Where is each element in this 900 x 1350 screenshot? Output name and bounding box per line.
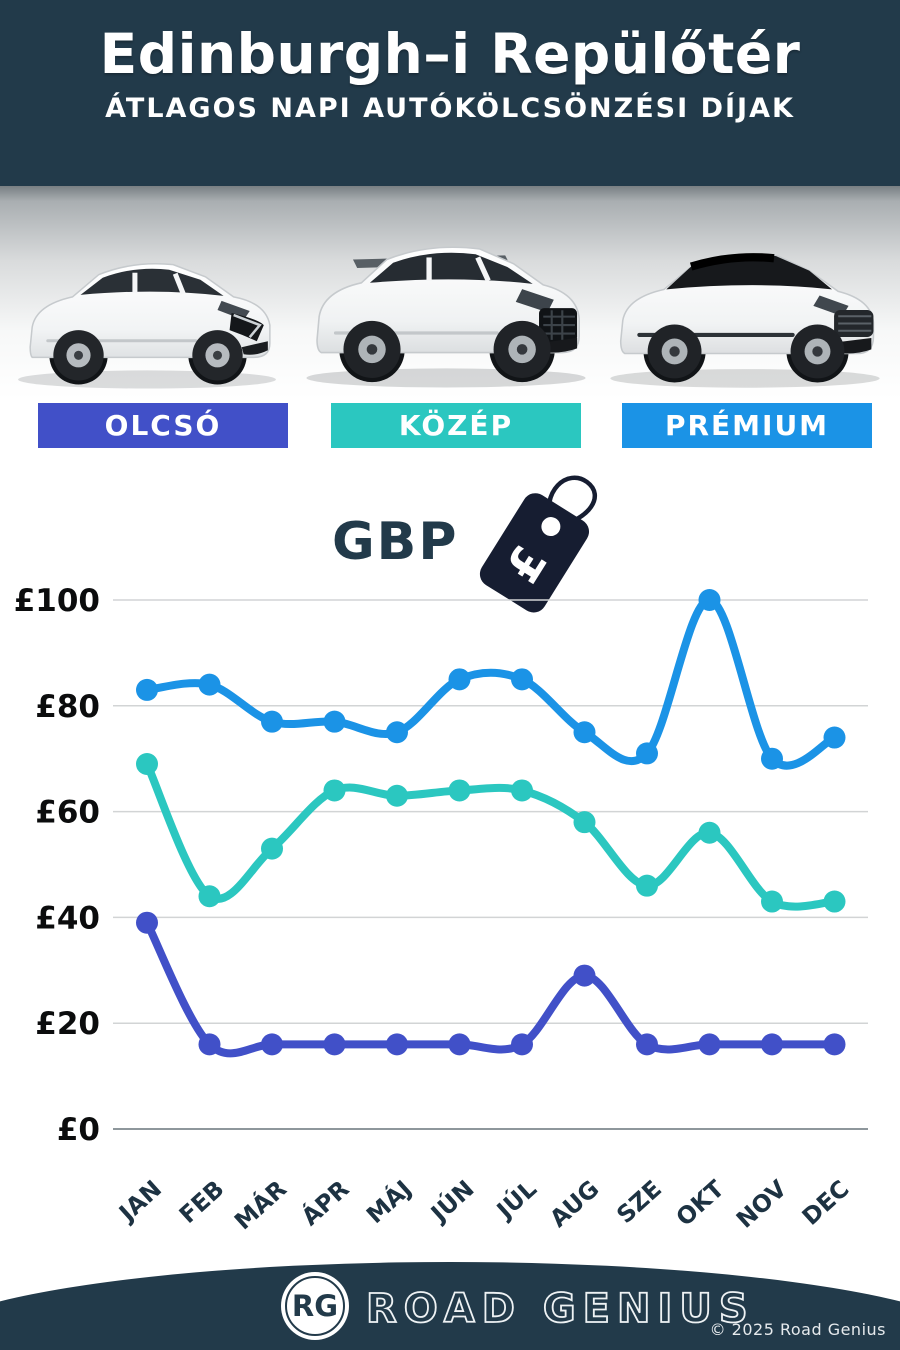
data-point [136,678,158,701]
data-point [511,668,533,691]
y-tick-label: £20 [35,1006,100,1042]
price-line-chart: £0 £20 £40 £60 £80 £100 JAN FEB MÁR ÁPR MÁJ JÚN JÚL A… [14,583,868,1235]
data-point [448,668,471,691]
category-badge-cheap-label: OLCSÓ [104,409,222,442]
data-point [823,726,846,749]
month-label: NOV [731,1174,793,1234]
data-point [698,821,721,844]
category-legend: OLCSÓ KÖZÉP PRÉMIUM [0,403,900,449]
month-label: FEB [174,1175,230,1229]
month-label: JAN [112,1175,167,1228]
month-label: JÚN [424,1175,480,1229]
data-point [636,742,658,765]
data-point [261,837,283,860]
data-point [823,1033,846,1056]
x-axis-month-labels: JAN FEB MÁR ÁPR MÁJ JÚN JÚL AUG SZE OKT NOV DEC [112,1174,854,1235]
data-point [573,811,596,834]
footer: RG ROAD GENIUS © 2025 Road Genius [0,1262,900,1350]
y-tick-label: £80 [35,689,100,725]
y-axis-labels: £0 £20 £40 £60 £80 £100 [14,583,100,1148]
data-point [323,710,346,733]
data-point [573,964,596,987]
page-subtitle: ÁTLAGOS NAPI AUTÓKÖLCSÖNZÉSI DÍJAK [105,92,795,124]
road-genius-logo-ring: RG [285,1276,345,1336]
data-point [198,1033,221,1056]
data-point [261,1033,283,1056]
data-point [761,1033,783,1056]
brand-name: ROAD GENIUS [365,1285,755,1333]
car-photo-strip [0,186,900,400]
copyright-text: © 2025 Road Genius [709,1320,886,1339]
chart-grid [113,599,868,1130]
road-genius-logo: RG [281,1272,349,1340]
data-point [761,747,783,770]
data-point [136,911,158,934]
data-point [511,1033,533,1056]
data-point [636,874,658,897]
month-label: JÚL [490,1175,542,1226]
header: Edinburgh–i Repülőtér ÁTLAGOS NAPI AUTÓK… [0,0,900,186]
y-tick-label: £0 [57,1112,100,1148]
month-label: MÁJ [361,1175,417,1229]
category-badge-cheap: OLCSÓ [38,403,288,448]
data-point [761,890,783,913]
road-genius-logo-initials: RG [291,1289,339,1323]
category-badge-mid-label: KÖZÉP [398,409,514,442]
data-point [386,721,408,744]
month-label: AUG [544,1175,604,1233]
month-label: OKT [670,1175,729,1232]
month-label: ÁPR [296,1175,355,1232]
data-point [136,752,158,775]
data-point [386,784,408,807]
month-label: SZE [611,1175,667,1229]
data-point [386,1033,408,1056]
data-point [573,721,596,744]
data-point [323,779,346,802]
y-tick-label: £40 [35,900,100,936]
category-badge-premium-label: PRÉMIUM [664,409,830,442]
cheap-car-image [18,263,276,389]
category-badge-mid: KÖZÉP [331,403,581,448]
page-title: Edinburgh–i Repülőtér [99,22,801,86]
data-point [823,890,846,913]
month-label: DEC [797,1175,855,1231]
y-tick-label: £100 [14,583,100,619]
month-label: MÁR [229,1175,292,1236]
series-olcsó [136,911,846,1058]
data-point [198,885,221,908]
data-point [323,1033,346,1056]
y-tick-label: £60 [35,795,100,831]
data-point [511,779,533,802]
data-point [636,1033,658,1056]
series-prémium [136,589,846,770]
currency-label: GBP [332,512,459,572]
data-point [261,710,283,733]
mid-car-image [306,246,586,388]
data-point [698,589,721,611]
data-point [448,1033,471,1056]
series-közép [136,752,846,913]
data-point [448,779,471,802]
data-point [698,1033,721,1056]
data-point [198,673,221,696]
footer-content: RG ROAD GENIUS © 2025 Road Genius [0,1262,900,1350]
category-badge-premium: PRÉMIUM [622,403,872,448]
price-tag-icon: £ [479,475,598,613]
premium-car-image [610,253,880,388]
